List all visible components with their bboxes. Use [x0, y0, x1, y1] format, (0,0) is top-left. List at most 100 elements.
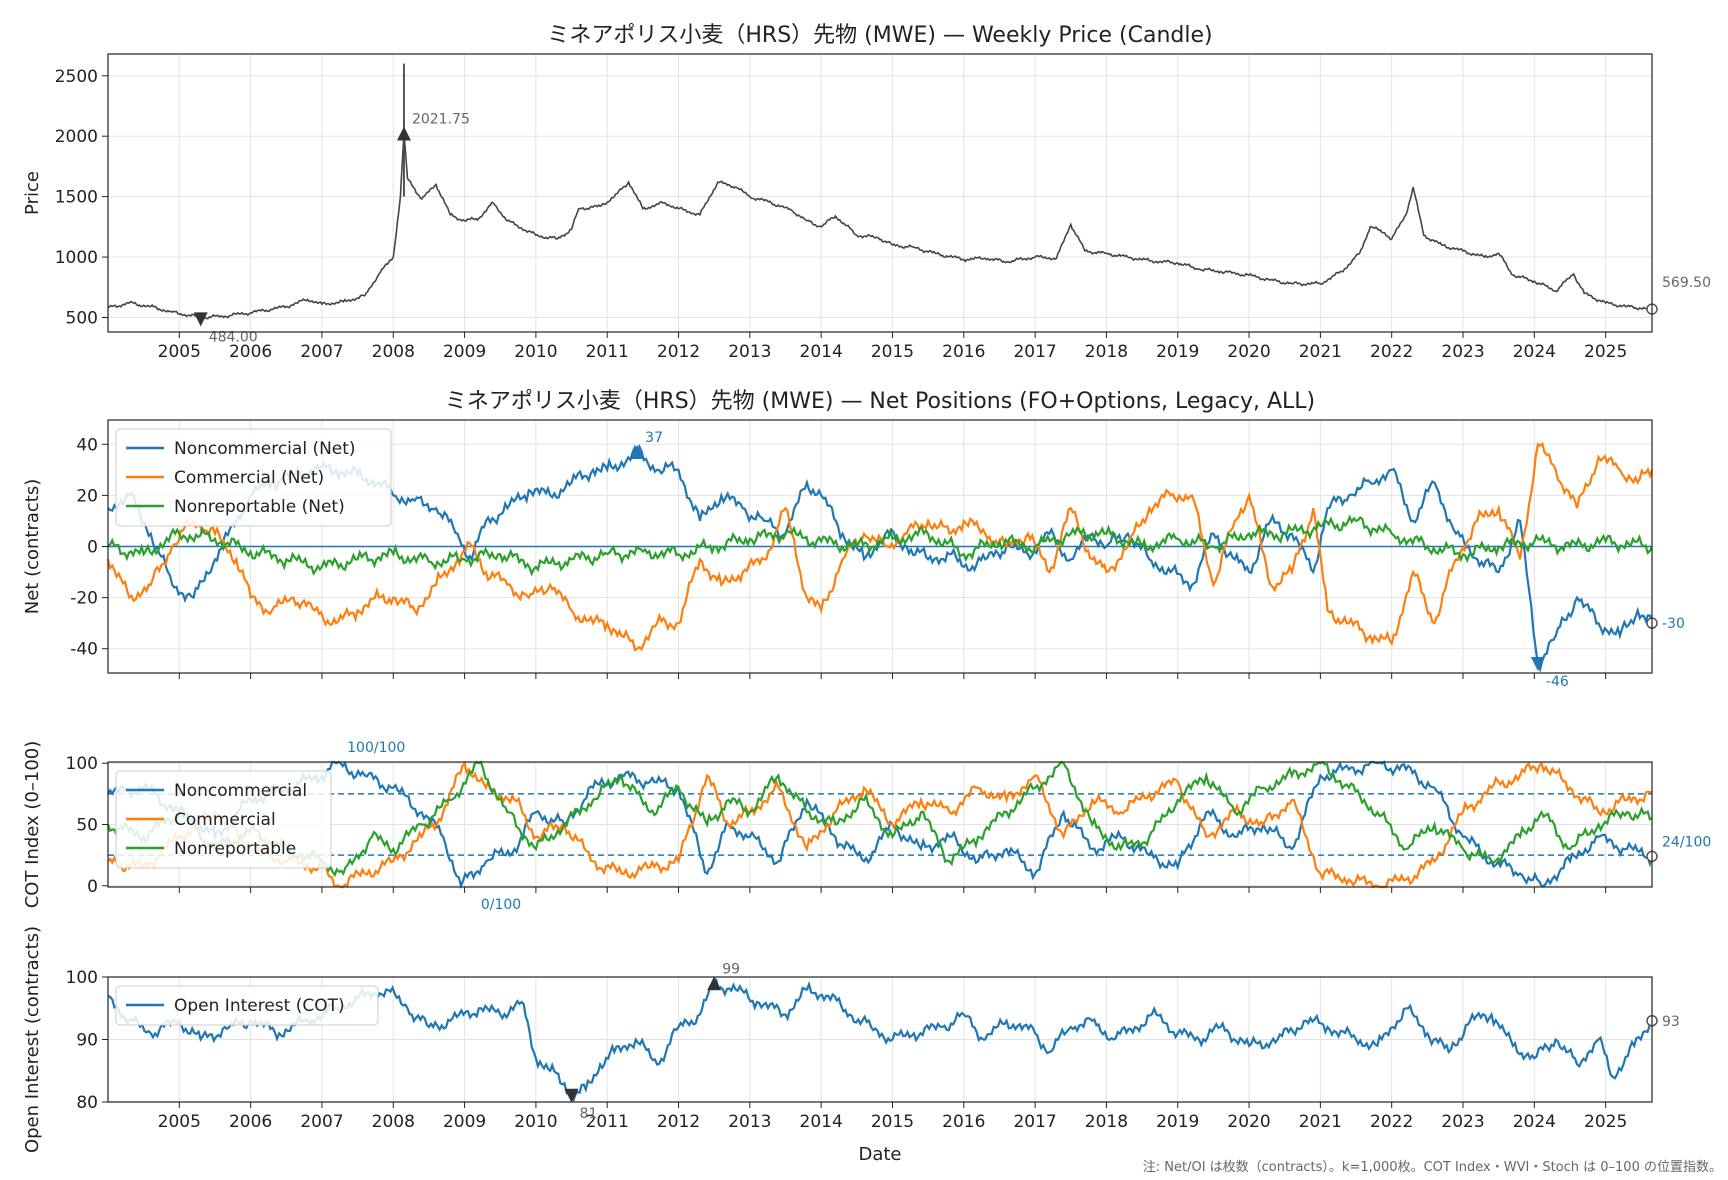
- x-tick-label: 2020: [1227, 1112, 1270, 1132]
- x-tick-label: 2015: [871, 342, 914, 362]
- y-tick-label: 1500: [55, 188, 98, 208]
- annotation-label: 99: [722, 961, 740, 977]
- legend: Noncommercial (Net) Commercial (Net) Nonre…: [115, 428, 392, 527]
- annotation-label: -46: [1546, 674, 1569, 690]
- x-tick-label: 2010: [514, 1112, 557, 1132]
- x-tick-label: 2007: [300, 1112, 343, 1132]
- x-tick-label: 2012: [657, 1112, 700, 1132]
- y-tick-label: 2000: [55, 127, 98, 147]
- series-line-commercial: [107, 760, 1653, 889]
- legend-entry-nonreportable: Nonreportable: [174, 839, 296, 859]
- y-axis-label: Price: [22, 171, 43, 215]
- net-positions-panel: -40 -20 0 20 40 ミネアポリス小麦（HRS）先物 (MWE) — Net P…: [22, 389, 1685, 690]
- y-tick-label: 0: [87, 877, 98, 897]
- legend-entry-nonreportable: Nonreportable (Net): [174, 497, 345, 517]
- annotation-label: 24/100: [1662, 834, 1711, 850]
- legend-entry-commercial: Commercial (Net): [174, 468, 324, 488]
- legend-entry-oi: Open Interest (COT): [174, 996, 345, 1016]
- x-tick-label: 2012: [657, 342, 700, 362]
- y-tick-label: 80: [76, 1093, 98, 1113]
- annotation-marker-low: [1530, 657, 1545, 672]
- annotation-label: -30: [1662, 616, 1685, 632]
- y-tick-label: 100: [66, 968, 98, 988]
- x-tick-label: 2010: [514, 342, 557, 362]
- annotation-marker-low: [193, 312, 208, 327]
- legend-entry-commercial: Commercial: [174, 810, 276, 830]
- x-tick-label: 2019: [1156, 1112, 1199, 1132]
- x-tick-label: 2006: [229, 342, 272, 362]
- panel-frame: [107, 53, 1653, 333]
- legend: Noncommercial Commercial Nonreportable: [115, 770, 332, 869]
- y-tick-label: 0: [87, 538, 98, 558]
- x-tick-label: 2011: [586, 1112, 629, 1132]
- legend-box: [115, 770, 332, 869]
- y-axis-label: COT Index (0–100): [22, 741, 43, 909]
- annotation-label: 2021.75: [412, 112, 470, 128]
- y-tick-label: 1000: [55, 248, 98, 268]
- x-tick-label: 2024: [1513, 342, 1556, 362]
- price-panel: 2005 2006 2007 2008 2009 2010 2011 2012 2013 2014…: [22, 23, 1711, 362]
- y-tick-label: -40: [70, 640, 98, 660]
- panel-title: ミネアポリス小麦（HRS）先物 (MWE) — Net Positions (F…: [445, 389, 1315, 414]
- x-tick-label: 2019: [1156, 342, 1199, 362]
- y-tick-label: 2500: [55, 67, 98, 87]
- annotation-marker-high: [396, 126, 411, 141]
- annotation-marker-high: [630, 444, 645, 459]
- y-tick-label: 90: [76, 1031, 98, 1051]
- y-tick-label: 500: [66, 308, 98, 328]
- series-line-nonreportable: [107, 514, 1653, 577]
- legend-entry-noncommercial: Noncommercial (Net): [174, 439, 356, 459]
- x-tick-label: 2013: [728, 1112, 771, 1132]
- panel-frame: [107, 976, 1653, 1103]
- panel-frame: [107, 419, 1653, 674]
- footnote: 注: Net/OI は枚数（contracts）。k=1,000枚。COT In…: [1143, 1160, 1722, 1175]
- x-tick-label: 2005: [158, 1112, 201, 1132]
- x-tick-label: 2005: [158, 342, 201, 362]
- annotation-label: 81: [580, 1106, 598, 1122]
- series-line-commercial: [106, 441, 1654, 652]
- x-tick-label: 2014: [800, 342, 843, 362]
- x-tick-label: 2007: [300, 342, 343, 362]
- x-tick-label: 2023: [1441, 1112, 1484, 1132]
- x-tick-label: 2008: [372, 1112, 415, 1132]
- series-line-noncommercial: [107, 760, 1654, 890]
- x-axis-label: Date: [858, 1144, 901, 1165]
- x-tick-label: 2017: [1013, 342, 1056, 362]
- y-axis-label: Open Interest (contracts): [22, 926, 43, 1153]
- annotation-label: 100/100: [347, 740, 405, 756]
- x-tick-label: 2016: [942, 1112, 985, 1132]
- x-tick-label: 2020: [1227, 342, 1270, 362]
- x-tick-label: 2018: [1085, 1112, 1128, 1132]
- x-tick-label: 2008: [372, 342, 415, 362]
- panel-title: ミネアポリス小麦（HRS）先物 (MWE) — Weekly Price (Ca…: [547, 23, 1212, 48]
- y-tick-label: 100: [66, 754, 98, 774]
- x-tick-label: 2022: [1370, 1112, 1413, 1132]
- cot-index-panel: 0 50 100 COT Index (0–100) 100/100 0/100 24/10…: [22, 740, 1711, 913]
- y-tick-label: 40: [76, 435, 98, 455]
- x-tick-label: 2013: [728, 342, 771, 362]
- y-tick-label: -20: [70, 589, 98, 609]
- legend-box: [115, 985, 379, 1026]
- series-line-nonreportable: [106, 760, 1653, 878]
- x-tick-label: 2021: [1299, 342, 1342, 362]
- annotation-label: 93: [1662, 1014, 1680, 1030]
- annotation-label: 0/100: [481, 897, 521, 913]
- x-tick-label: 2022: [1370, 342, 1413, 362]
- annotation-label: 484.00: [209, 329, 258, 345]
- legend: Open Interest (COT): [115, 985, 379, 1026]
- x-tick-label: 2024: [1513, 1112, 1556, 1132]
- annotation-marker-high: [707, 976, 722, 991]
- x-tick-label: 2025: [1584, 1112, 1627, 1132]
- y-axis-label: Net (contracts): [22, 479, 43, 615]
- open-interest-panel: 2005 2006 2007 2008 2009 2010 2011 2012 2013 2014…: [22, 926, 1680, 1153]
- legend-entry-noncommercial: Noncommercial: [174, 781, 307, 801]
- price-series: [107, 133, 1653, 320]
- legend-box: [115, 428, 392, 527]
- x-tick-label: 2017: [1013, 1112, 1056, 1132]
- x-tick-label: 2023: [1441, 342, 1484, 362]
- x-tick-label: 2006: [229, 1112, 272, 1132]
- x-tick-label: 2014: [800, 1112, 843, 1132]
- x-tick-label: 2025: [1584, 342, 1627, 362]
- x-tick-label: 2011: [586, 342, 629, 362]
